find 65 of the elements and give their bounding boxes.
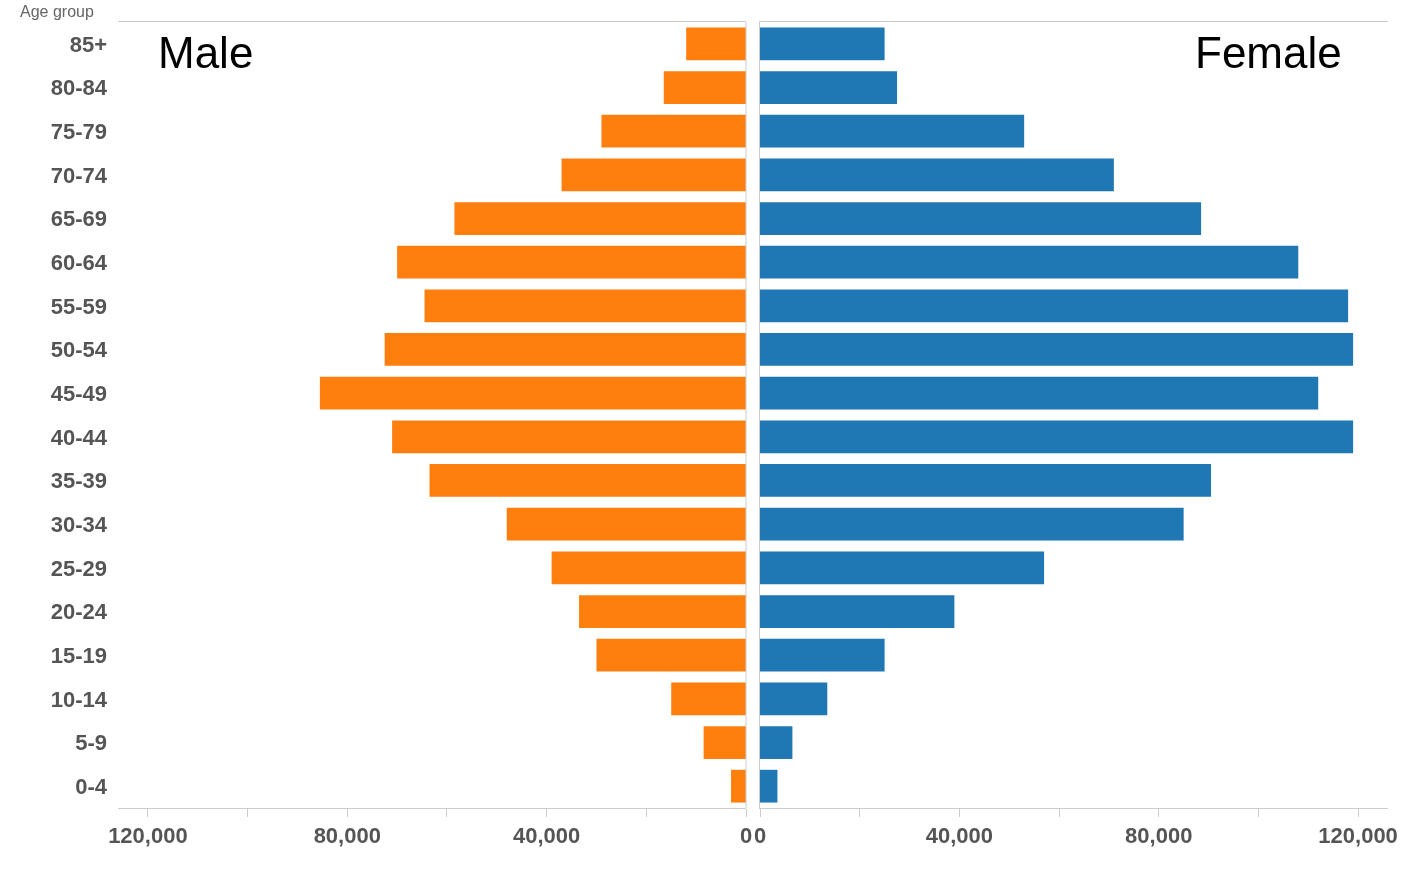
bar <box>424 289 746 323</box>
bar <box>760 376 1319 410</box>
x-tick-label: 40,000 <box>512 823 581 849</box>
y-tick-label: 35-39 <box>50 468 107 494</box>
y-tick-label: 15-19 <box>50 642 107 668</box>
y-axis-title: Age group <box>20 3 94 20</box>
bar <box>760 114 1025 148</box>
bar <box>731 769 746 803</box>
bar <box>561 158 746 192</box>
bar <box>760 769 778 803</box>
bar <box>663 71 746 104</box>
bar <box>579 595 746 628</box>
bar <box>760 638 885 672</box>
bar <box>397 245 746 279</box>
bar <box>760 682 828 716</box>
bar <box>760 289 1349 323</box>
y-tick-label: 30-34 <box>50 511 108 537</box>
bar <box>596 638 746 672</box>
bar <box>429 464 746 497</box>
y-tick-label: 80-84 <box>50 75 108 101</box>
bar <box>760 420 1354 454</box>
bar <box>392 420 746 454</box>
text: Female <box>1195 28 1342 77</box>
y-tick-label: 50-54 <box>50 337 108 363</box>
x-tick-label: 80,000 <box>1125 823 1193 849</box>
y-tick-label: 25-29 <box>50 555 107 581</box>
y-tick-label: 20-24 <box>50 599 108 625</box>
y-tick-label: 0-4 <box>75 773 108 799</box>
bar <box>601 114 746 148</box>
x-tick-label: 120,000 <box>108 823 188 849</box>
y-tick-label: 55-59 <box>50 293 107 319</box>
bar <box>454 202 746 235</box>
y-tick-label: 45-49 <box>50 380 107 406</box>
bar <box>760 158 1114 192</box>
y-tick-label: 40-44 <box>50 424 108 450</box>
y-tick-label: 5-9 <box>75 730 107 756</box>
x-tick-label: 80,000 <box>313 823 381 849</box>
text: Male <box>158 28 254 77</box>
bar <box>703 726 746 759</box>
bar <box>760 464 1212 497</box>
x-tick-label: 0 <box>753 823 767 849</box>
bar <box>760 202 1202 235</box>
bar <box>686 27 746 61</box>
y-tick-label: 65-69 <box>50 206 107 232</box>
bar <box>760 507 1184 541</box>
y-tick-label: 60-64 <box>50 249 108 275</box>
bar <box>760 245 1299 279</box>
bar <box>384 333 746 366</box>
y-tick-label: 10-14 <box>50 686 108 712</box>
bar <box>760 27 885 61</box>
bar <box>760 551 1045 585</box>
bar <box>760 726 793 759</box>
bar <box>760 595 955 628</box>
bar <box>760 71 898 104</box>
y-tick-label: 85+ <box>69 31 107 57</box>
bar <box>506 507 746 541</box>
x-tick-label: 0 <box>739 823 753 849</box>
y-tick-label: 75-79 <box>50 118 107 144</box>
y-tick-label: 70-74 <box>50 162 108 188</box>
bar <box>760 333 1354 366</box>
bar <box>319 376 746 410</box>
bar <box>551 551 746 585</box>
bar <box>671 682 746 716</box>
x-tick-label: 40,000 <box>925 823 994 849</box>
x-tick-label: 120,000 <box>1318 823 1398 849</box>
